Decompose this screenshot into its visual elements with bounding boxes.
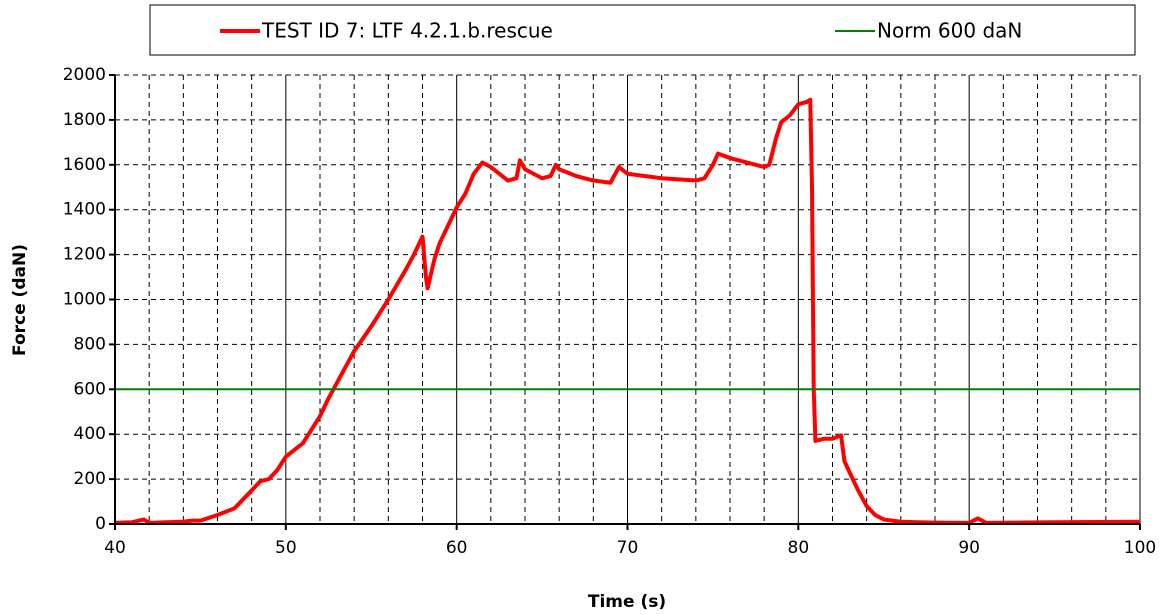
y-tick-label: 200	[74, 469, 106, 489]
x-tick-label: 100	[1124, 538, 1156, 558]
legend-label: TEST ID 7: LTF 4.2.1.b.rescue	[261, 19, 553, 43]
data-line	[114, 97, 1141, 525]
legend-label: Norm 600 daN	[877, 19, 1022, 43]
legend-box	[149, 4, 1136, 56]
y-tick-label: 800	[74, 334, 106, 354]
x-tick-label: 90	[958, 538, 980, 558]
x-tick-label: 50	[275, 538, 297, 558]
x-tick-label: 60	[446, 538, 468, 558]
y-tick-label: 600	[74, 379, 106, 399]
y-tick-label: 1600	[63, 155, 106, 175]
y-tick-label: 400	[74, 424, 106, 444]
x-tick-label: 40	[104, 538, 126, 558]
x-tick-label: 70	[617, 538, 639, 558]
x-axis-title: Time (s)	[588, 592, 666, 612]
y-tick-label: 1800	[63, 110, 106, 130]
y-tick-label: 1400	[63, 200, 106, 220]
y-tick-label: 2000	[63, 65, 106, 85]
y-tick-label: 0	[95, 514, 106, 534]
x-tick-label: 80	[788, 538, 810, 558]
y-tick-label: 1000	[63, 290, 106, 310]
y-tick-label: 1200	[63, 245, 106, 265]
y-axis-title: Force (daN)	[10, 244, 30, 356]
